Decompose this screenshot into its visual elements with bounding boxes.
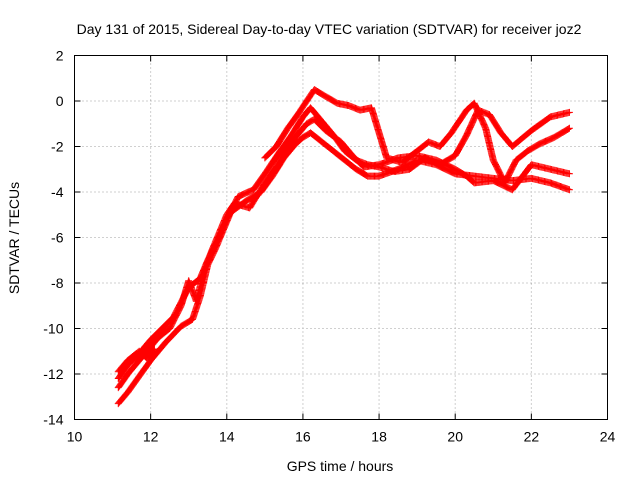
data-point bbox=[565, 124, 573, 132]
data-point bbox=[565, 186, 573, 194]
y-tick-label: -4 bbox=[51, 184, 64, 200]
x-tick-label: 18 bbox=[371, 429, 387, 445]
x-tick-label: 22 bbox=[524, 429, 540, 445]
y-tick-label: 0 bbox=[56, 93, 64, 109]
data-point bbox=[564, 125, 572, 133]
data-point bbox=[565, 108, 573, 116]
y-tick-label: -14 bbox=[43, 412, 63, 428]
y-tick-label: -8 bbox=[51, 275, 64, 291]
x-tick-label: 16 bbox=[295, 429, 311, 445]
x-tick-label: 12 bbox=[143, 429, 159, 445]
data-point bbox=[150, 345, 158, 353]
y-tick-label: -2 bbox=[51, 139, 64, 155]
plot-frame bbox=[74, 55, 608, 420]
data-series-arc-a bbox=[114, 129, 573, 408]
data-point bbox=[565, 170, 573, 178]
y-axis-title: SDTVAR / TECUs bbox=[6, 182, 22, 294]
data-point bbox=[149, 347, 157, 355]
y-tick-label: -10 bbox=[43, 321, 63, 337]
data-layer bbox=[114, 86, 573, 408]
x-tick-label: 24 bbox=[600, 429, 616, 445]
chart-title: Day 131 of 2015, Sidereal Day-to-day VTE… bbox=[77, 21, 582, 37]
data-series-arc-d bbox=[114, 86, 573, 376]
data-point bbox=[187, 316, 195, 324]
data-point bbox=[150, 346, 158, 354]
y-tick-label: -6 bbox=[51, 230, 64, 246]
y-tick-label: 2 bbox=[56, 48, 64, 64]
x-axis-title: GPS time / hours bbox=[287, 458, 394, 474]
x-tick-label: 10 bbox=[67, 429, 83, 445]
grid bbox=[74, 55, 608, 420]
x-tick-label: 20 bbox=[447, 429, 463, 445]
x-tick-label: 14 bbox=[219, 429, 235, 445]
data-point bbox=[469, 177, 477, 185]
y-tick-label: -12 bbox=[43, 366, 63, 382]
axis-ticks: 10 12 14 16 18 20 22 24 -14 -12 -10 -8 -6 -4 -2 0 2 bbox=[43, 48, 615, 445]
data-series-arc-c bbox=[114, 104, 573, 383]
